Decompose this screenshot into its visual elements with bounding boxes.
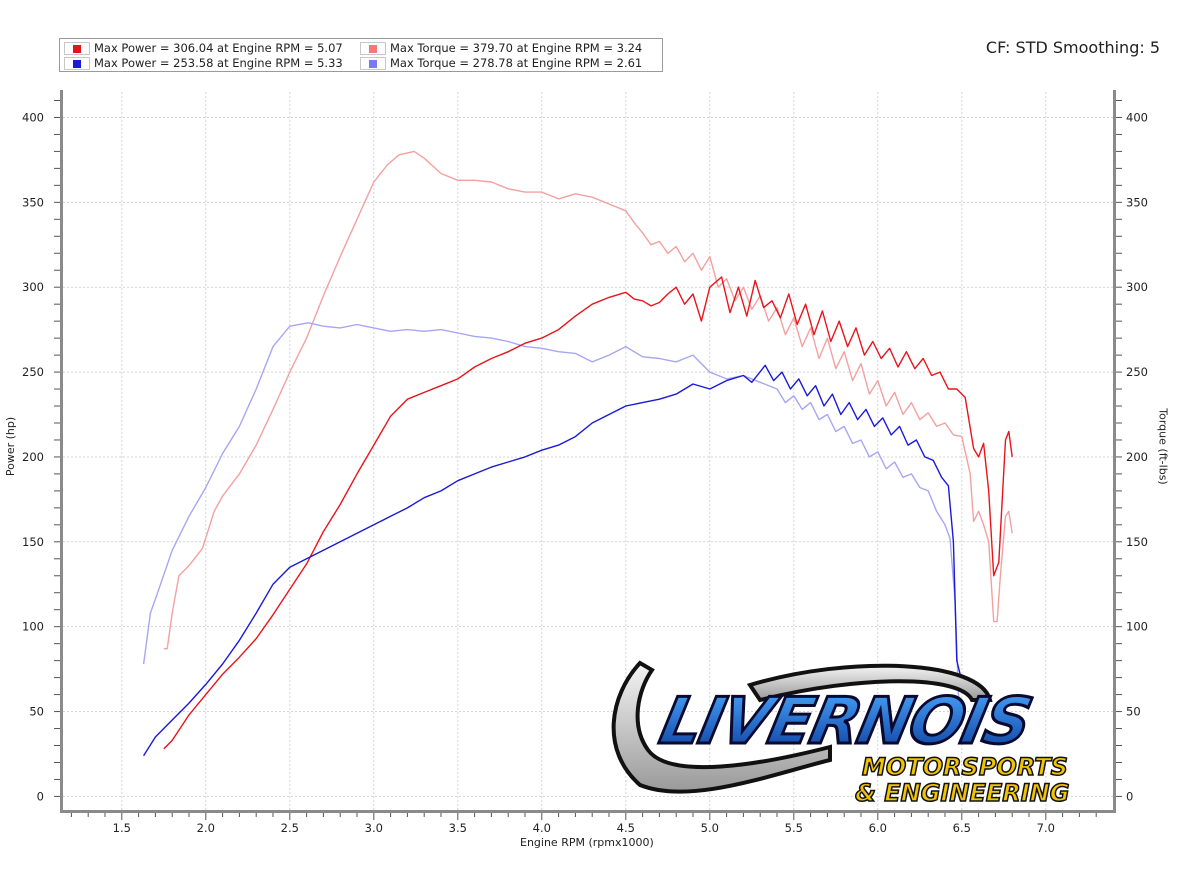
x-tick-label: 7.0 [1037, 821, 1055, 835]
y-tick-label-left: 150 [22, 535, 44, 549]
tick-labels: 1.5 2.0 2.5 3.0 3.5 4.0 4.5 5.0 5.5 6.0 6.5 7.0 0 50 1… [22, 110, 1148, 835]
y-tick-label-right: 50 [1126, 705, 1141, 719]
correction-factor-label: CF: STD Smoothing: 5 [985, 38, 1160, 57]
x-tick-label: 2.5 [281, 821, 299, 835]
legend-item-torque-blue[interactable]: Max Torque = 278.78 at Engine RPM = 2.61 [360, 55, 642, 71]
grid-lines [63, 92, 1113, 810]
x-tick-label: 3.5 [449, 821, 467, 835]
plot-area [63, 92, 1113, 810]
y-tick-label-right: 200 [1126, 450, 1148, 464]
y-tick-label-right: 400 [1126, 110, 1148, 124]
y-axis-title-right: Torque (ft-lbs) [1156, 408, 1170, 485]
series-line-3 [163, 276, 1013, 750]
y-tick-label-left: 400 [22, 110, 44, 124]
livernois-logo: LIVERNOIS MOTORSPORTS & ENGINEERING [611, 660, 1070, 808]
legend-label: Max Torque = 379.70 at Engine RPM = 3.24 [390, 41, 643, 55]
x-tick-label: 5.0 [701, 821, 719, 835]
y-tick-label-left: 100 [22, 620, 44, 634]
x-axis-title: Engine RPM (rpmx1000) [520, 836, 654, 849]
logo-line-3: & ENGINEERING [855, 779, 1069, 807]
legend: Max Power = 306.04 at Engine RPM = 5.07 … [59, 38, 663, 72]
y-tick-label-right: 250 [1126, 365, 1148, 379]
x-tick-label: 6.5 [953, 821, 971, 835]
y-tick-label-right: 350 [1126, 195, 1148, 209]
legend-label: Max Power = 253.58 at Engine RPM = 5.33 [94, 56, 343, 70]
legend-item-power-red[interactable]: Max Power = 306.04 at Engine RPM = 5.07 [64, 40, 343, 56]
x-tick-label: 3.0 [365, 821, 383, 835]
logo-line-2: MOTORSPORTS [862, 753, 1068, 781]
legend-swatch [64, 41, 90, 55]
series-lines [142, 150, 1013, 757]
y-tick-label-left: 300 [22, 280, 44, 294]
legend-swatch [360, 56, 386, 70]
x-tick-label: 1.5 [113, 821, 131, 835]
series-line-1 [163, 150, 1013, 650]
y-tick-label-left: 200 [22, 450, 44, 464]
y-tick-label-right: 150 [1126, 535, 1148, 549]
y-tick-label-left: 0 [37, 789, 44, 803]
y-axis-title-left: Power (hp) [4, 416, 18, 477]
y-tick-label-left: 250 [22, 365, 44, 379]
logo-wordmark: LIVERNOIS [654, 685, 1037, 759]
y-tick-label-left: 350 [22, 195, 44, 209]
y-tick-label-right: 100 [1126, 620, 1148, 634]
y-tick-label-left: 50 [29, 705, 44, 719]
series-line-2 [142, 322, 963, 721]
y-axis-line-left [60, 90, 63, 810]
x-tick-label: 6.0 [869, 821, 887, 835]
x-tick-label: 5.5 [785, 821, 803, 835]
legend-item-power-blue[interactable]: Max Power = 253.58 at Engine RPM = 5.33 [64, 55, 343, 71]
y-axis-line-right [1113, 90, 1116, 810]
series-line-4 [143, 364, 961, 757]
axes [54, 90, 1122, 820]
x-tick-label: 4.5 [617, 821, 635, 835]
legend-label: Max Torque = 278.78 at Engine RPM = 2.61 [390, 56, 643, 70]
y-tick-label-right: 0 [1126, 789, 1133, 803]
x-axis-line [60, 810, 1116, 813]
legend-swatch [64, 56, 90, 70]
legend-swatch [360, 41, 386, 55]
x-tick-label: 4.0 [533, 821, 551, 835]
x-tick-label: 2.0 [197, 821, 215, 835]
legend-item-torque-red[interactable]: Max Torque = 379.70 at Engine RPM = 3.24 [360, 40, 642, 56]
legend-label: Max Power = 306.04 at Engine RPM = 5.07 [94, 41, 343, 55]
y-tick-label-right: 300 [1126, 280, 1148, 294]
